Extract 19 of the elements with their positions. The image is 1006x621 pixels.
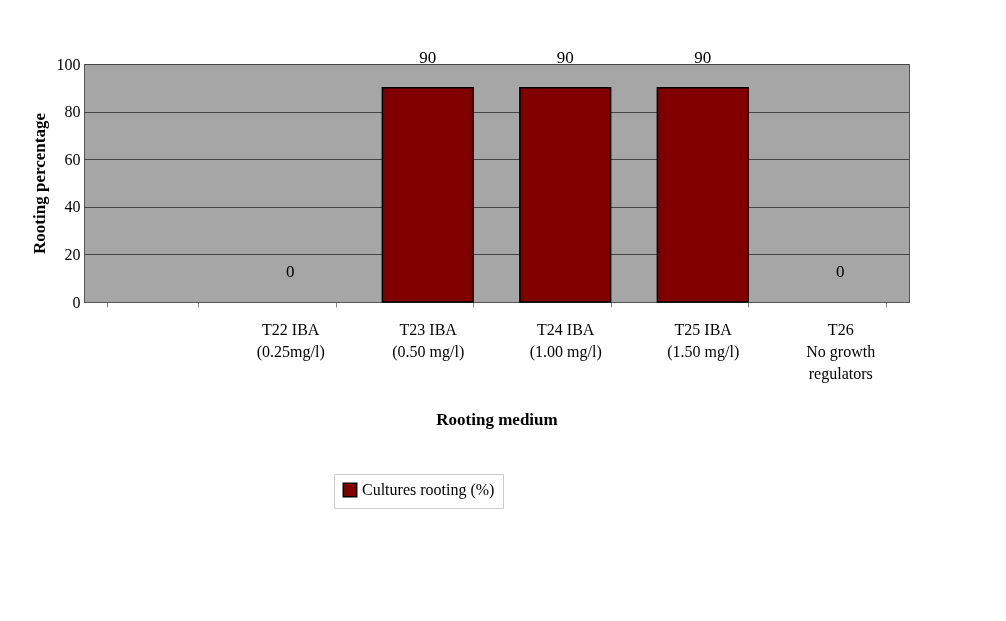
y-axis-title: Rooting percentage [29,112,49,254]
y-tick-label: 60 [64,150,81,168]
y-tick-label: 0 [72,293,81,311]
x-tick-label: T22 IBA (0.25mg/l) [256,320,325,361]
legend-label: Cultures rooting (%) [362,481,495,499]
x-axis-title: Rooting medium [436,409,558,429]
x-tick-label: T24 IBA (1.00 mg/l) [529,320,602,361]
y-tick-label: 80 [64,103,81,121]
data-label: 0 [286,262,295,281]
data-label: 90 [694,47,712,67]
y-tick-label: 40 [64,198,81,216]
data-label: 90 [556,47,574,67]
data-label: 90 [419,47,437,67]
y-tick-label: 20 [64,245,81,263]
x-tick-label: T25 IBA (1.50 mg/l) [667,320,740,361]
x-tick-label: T26 No growth regulators [806,320,876,383]
y-tick-label: 100 [56,55,81,73]
data-label: 0 [836,262,845,281]
x-tick-label: T23 IBA (0.50 mg/l) [392,320,465,361]
